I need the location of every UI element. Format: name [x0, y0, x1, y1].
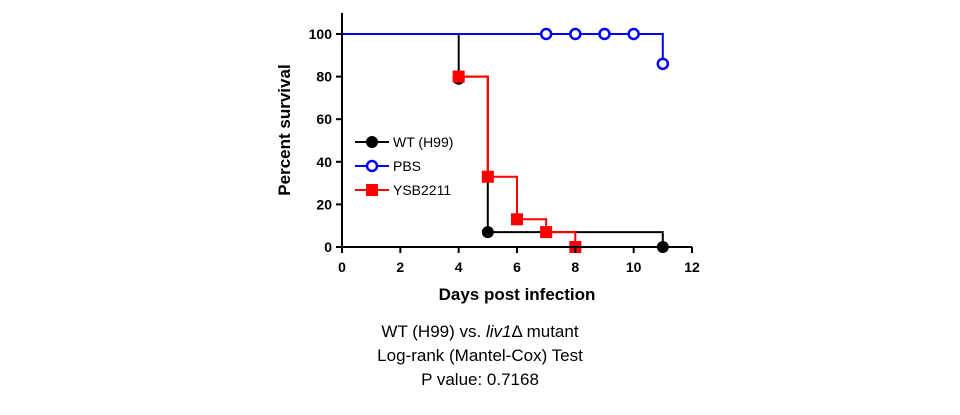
y-tick-label: 80 — [316, 69, 332, 85]
caption-line-1: WT (H99) vs. liv1Δ mutant — [0, 320, 960, 343]
x-tick-label: 0 — [338, 259, 346, 275]
legend: WT (H99) PBS YSB2211 — [355, 134, 453, 198]
y-tick-label: 0 — [324, 239, 332, 255]
legend-label-wt-h99: WT (H99) — [393, 134, 453, 150]
x-tick-label: 4 — [455, 259, 463, 275]
caption-line-1-prefix: WT (H99) vs. — [381, 322, 486, 341]
y-tick-label: 100 — [309, 26, 333, 42]
x-tick-label: 6 — [513, 259, 521, 275]
caption-test-name: Log-rank (Mantel-Cox) Test — [377, 346, 583, 365]
legend-label-pbs: PBS — [393, 158, 421, 174]
data-point-pbs — [598, 27, 611, 41]
legend-label-ysb2211: YSB2211 — [393, 182, 451, 198]
axes: 0 20 40 60 80 100 0 2 4 6 8 10 12 — [309, 13, 700, 275]
data-point-ysb2211 — [540, 226, 553, 239]
caption-gene-name: liv1 — [485, 322, 512, 341]
data-point-wt-h99 — [481, 226, 494, 239]
plot-lines — [342, 33, 664, 247]
x-axis-label: Days post infection — [439, 285, 596, 304]
data-point-ysb2211 — [481, 170, 494, 183]
legend-marker-ysb2211 — [366, 184, 378, 196]
data-point-pbs — [656, 57, 670, 71]
y-tick-label: 20 — [316, 196, 332, 212]
data-point-pbs — [569, 27, 582, 41]
legend-marker-wt-h99 — [366, 136, 378, 148]
data-point-ysb2211 — [511, 213, 523, 226]
x-tick-label: 10 — [626, 259, 642, 275]
y-tick-label: 40 — [316, 154, 332, 170]
series-line-pbs — [342, 33, 664, 64]
caption-line-1-suffix: Δ mutant — [511, 322, 579, 341]
x-tick-label: 8 — [571, 259, 579, 275]
data-point-pbs — [627, 27, 640, 41]
y-axis-label: Percent survival — [275, 64, 294, 195]
caption-p-value: P value: 0.7168 — [421, 370, 539, 389]
x-tick-label: 2 — [396, 259, 404, 275]
series-line-wt-h99 — [342, 33, 664, 247]
plot-markers — [452, 27, 670, 253]
data-point-ysb2211 — [452, 70, 465, 83]
legend-marker-pbs — [365, 159, 379, 173]
y-tick-label: 60 — [316, 111, 332, 127]
data-point-pbs — [539, 27, 553, 41]
x-tick-label: 12 — [684, 259, 700, 275]
